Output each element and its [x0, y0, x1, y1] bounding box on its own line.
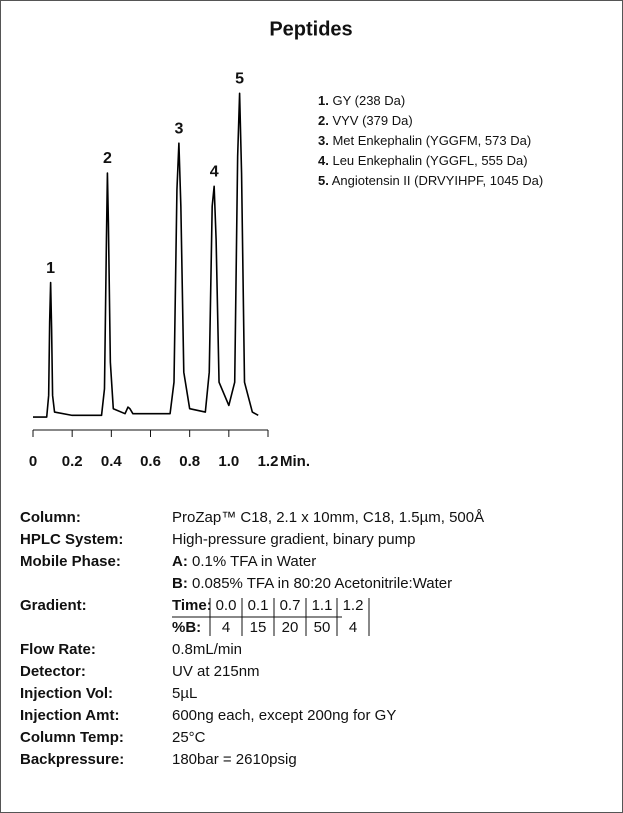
- grad-pct: 15: [250, 619, 267, 636]
- chart-title: Peptides: [269, 18, 352, 40]
- row-value: 5µL: [172, 685, 197, 702]
- row-label: Injection Amt:: [20, 707, 119, 724]
- row-label: Flow Rate:: [20, 641, 96, 658]
- row-label: Detector:: [20, 663, 86, 680]
- grad-time: 1.2: [343, 597, 364, 614]
- grad-time: 0.1: [248, 597, 269, 614]
- grad-pct: 20: [282, 619, 299, 636]
- legend-number: 5.: [318, 173, 329, 188]
- grad-pct: 4: [349, 619, 357, 636]
- grad-pct: 4: [222, 619, 230, 636]
- legend-entry: 2. VYV (379 Da): [318, 113, 413, 128]
- text: 0.1% TFA in Water: [192, 553, 316, 570]
- legend-label: VYV (379 Da): [332, 113, 412, 128]
- legend-number: 4.: [318, 153, 329, 168]
- row-label: Injection Vol:: [20, 685, 113, 702]
- row-label: Column:: [20, 509, 81, 526]
- x-tick-label: 0.2: [62, 453, 83, 470]
- row-value: ProZap™ C18, 2.1 x 10mm, C18, 1.5µm, 500…: [172, 509, 484, 526]
- trace: [33, 92, 259, 418]
- row-value: 25°C: [172, 729, 206, 746]
- row-label: HPLC System:: [20, 531, 123, 548]
- row-label: Gradient:: [20, 597, 87, 614]
- legend-label: Met Enkephalin (YGGFM, 573 Da): [332, 133, 531, 148]
- row-value: 0.8mL/min: [172, 641, 242, 658]
- legend-entry: 3. Met Enkephalin (YGGFM, 573 Da): [318, 133, 531, 148]
- peak-label: 3: [174, 120, 183, 137]
- row-value: UV at 215nm: [172, 663, 260, 680]
- row-label: Backpressure:: [20, 751, 124, 768]
- x-tick-label: 0.8: [179, 453, 200, 470]
- legend-entry: 4. Leu Enkephalin (YGGFL, 555 Da): [318, 153, 528, 168]
- grad-time: 1.1: [312, 597, 333, 614]
- grad-head: Time:: [172, 597, 212, 614]
- row-label: Column Temp:: [20, 729, 124, 746]
- row-value: B: 0.085% TFA in 80:20 Acetonitrile:Wate…: [172, 575, 452, 592]
- row-value: High-pressure gradient, binary pump: [172, 531, 415, 548]
- text: 0.085% TFA in 80:20 Acetonitrile:Water: [192, 575, 452, 592]
- peak-label: 1: [46, 260, 55, 277]
- peak-label: 2: [103, 150, 112, 167]
- x-tick-label: 1.0: [218, 453, 239, 470]
- legend-entry: 5. Angiotensin II (DRVYIHPF, 1045 Da): [318, 173, 543, 188]
- key: A:: [172, 553, 188, 570]
- legend-number: 2.: [318, 113, 329, 128]
- grad-time: 0.7: [280, 597, 301, 614]
- row-value: A: 0.1% TFA in Water: [172, 553, 316, 570]
- x-tick-label: 0.4: [101, 453, 123, 470]
- row-label: Mobile Phase:: [20, 553, 121, 570]
- legend-label: GY (238 Da): [332, 93, 405, 108]
- legend-number: 1.: [318, 93, 329, 108]
- row-value: 600ng each, except 200ng for GY: [172, 707, 396, 724]
- legend-entry: 1. GY (238 Da): [318, 93, 405, 108]
- legend-label: Angiotensin II (DRVYIHPF, 1045 Da): [332, 173, 543, 188]
- x-tick-label: 0: [29, 453, 37, 470]
- grad-pct: 50: [314, 619, 331, 636]
- grad-head: %B:: [172, 619, 201, 636]
- legend-number: 3.: [318, 133, 329, 148]
- row-value: 180bar = 2610psig: [172, 751, 297, 768]
- x-tick-label: 0.6: [140, 453, 161, 470]
- x-axis-label: Min.: [280, 453, 310, 470]
- grad-time: 0.0: [216, 597, 237, 614]
- key: B:: [172, 575, 188, 592]
- legend-label: Leu Enkephalin (YGGFL, 555 Da): [332, 153, 527, 168]
- peak-label: 4: [210, 163, 219, 180]
- peak-label: 5: [235, 71, 244, 88]
- x-tick-label: 1.2: [258, 453, 279, 470]
